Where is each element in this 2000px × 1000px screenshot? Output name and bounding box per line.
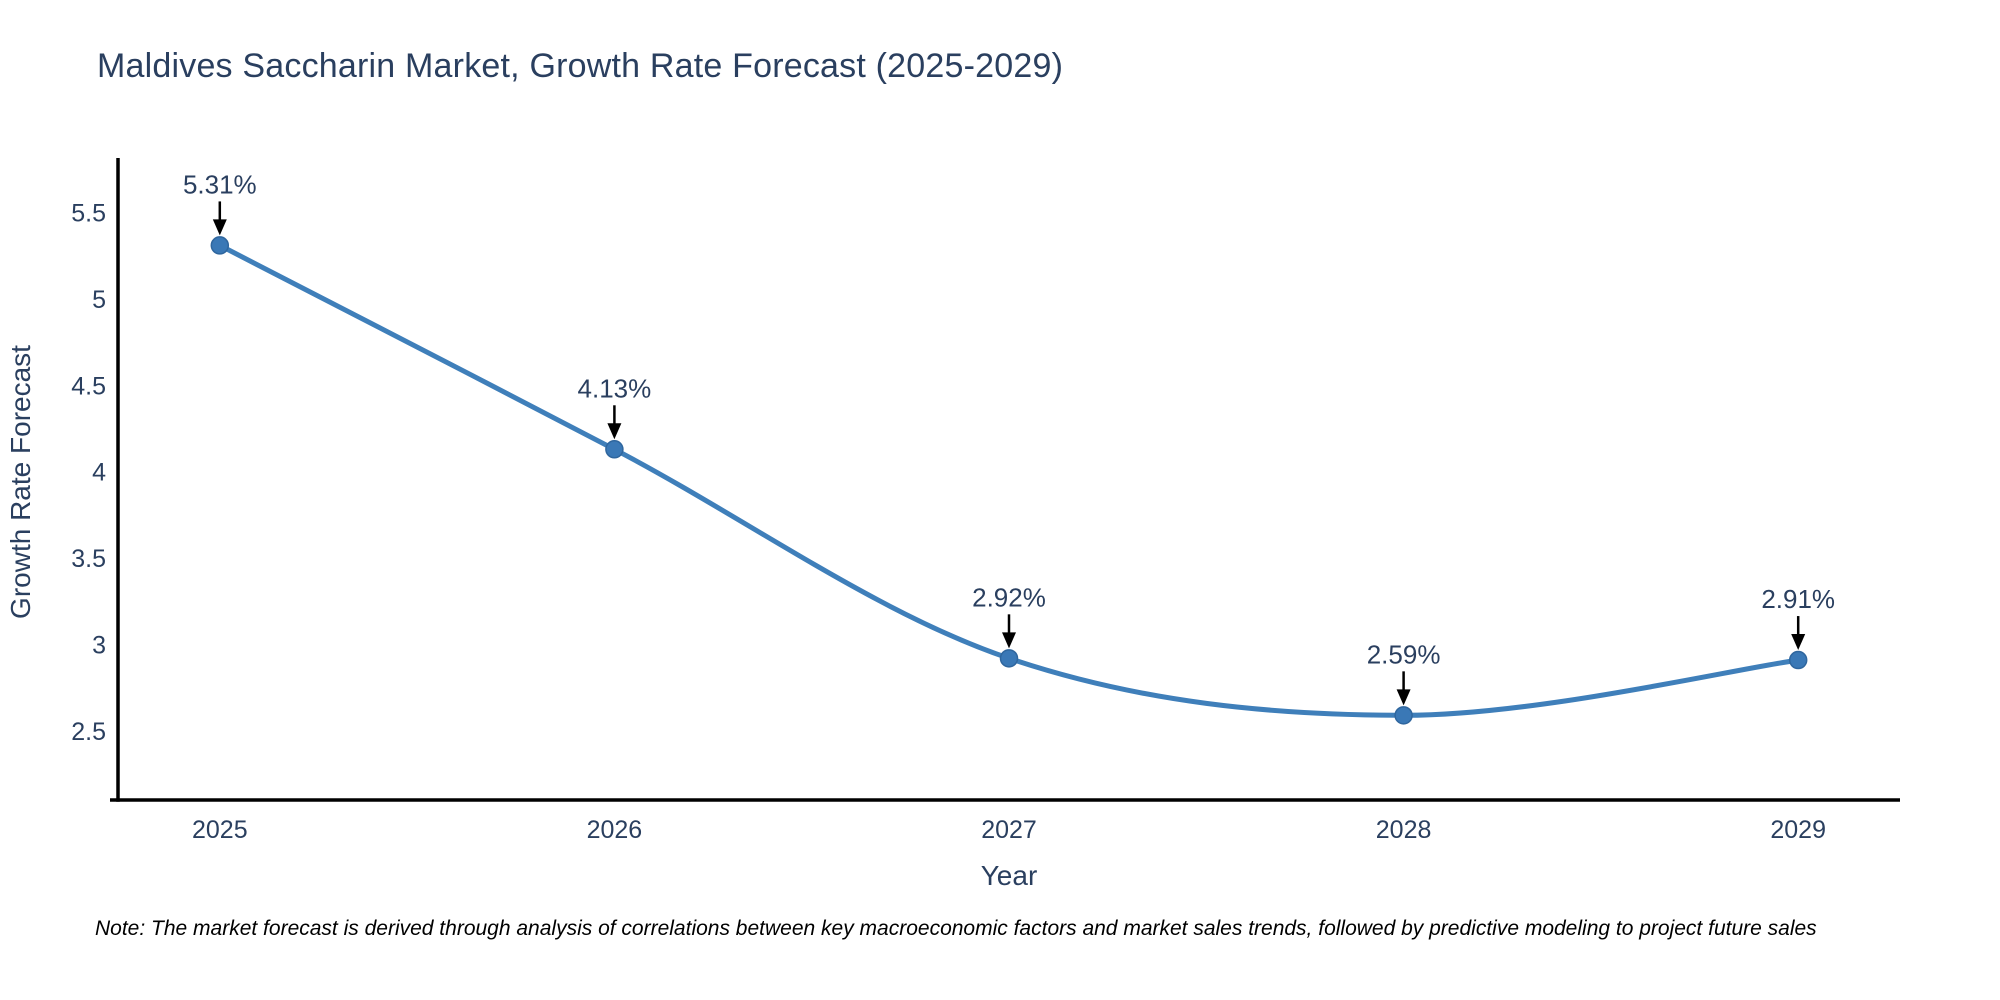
annotation-arrow-head bbox=[1396, 689, 1411, 706]
annotation-arrow-head bbox=[607, 423, 622, 440]
data-point-marker bbox=[605, 440, 624, 459]
x-axis-title: Year bbox=[980, 860, 1038, 891]
y-axis-title: Growth Rate Forecast bbox=[5, 345, 36, 619]
y-tick-label: 3 bbox=[92, 632, 106, 660]
annotation-arrow-head bbox=[1791, 634, 1806, 651]
y-tick-label: 5.5 bbox=[71, 200, 106, 228]
footnote: Note: The market forecast is derived thr… bbox=[95, 917, 1817, 940]
x-tick-label: 2029 bbox=[1770, 816, 1826, 844]
data-point-label: 4.13% bbox=[578, 373, 652, 403]
data-point-marker bbox=[1788, 650, 1808, 670]
annotation-arrow-head bbox=[212, 219, 227, 236]
y-tick-label: 4 bbox=[92, 459, 106, 487]
data-point-marker bbox=[999, 649, 1019, 668]
y-tick-label: 4.5 bbox=[71, 372, 106, 400]
data-point-marker bbox=[1394, 706, 1413, 725]
annotation-arrow-head bbox=[1002, 632, 1016, 649]
y-tick-label: 5 bbox=[92, 286, 106, 314]
y-tick-label: 3.5 bbox=[71, 545, 106, 573]
x-tick-label: 2027 bbox=[981, 816, 1037, 844]
data-point-label: 2.92% bbox=[972, 582, 1046, 612]
y-tick-label: 2.5 bbox=[71, 718, 106, 746]
x-tick-label: 2025 bbox=[192, 816, 248, 844]
chart-title: Maldives Saccharin Market, Growth Rate F… bbox=[97, 47, 1064, 85]
x-tick-label: 2028 bbox=[1376, 816, 1432, 844]
data-point-label: 2.91% bbox=[1761, 584, 1835, 614]
x-tick-label: 2026 bbox=[587, 816, 643, 844]
data-point-label: 2.59% bbox=[1367, 639, 1441, 669]
data-point-marker bbox=[210, 236, 230, 255]
data-point-label: 5.31% bbox=[183, 169, 257, 199]
